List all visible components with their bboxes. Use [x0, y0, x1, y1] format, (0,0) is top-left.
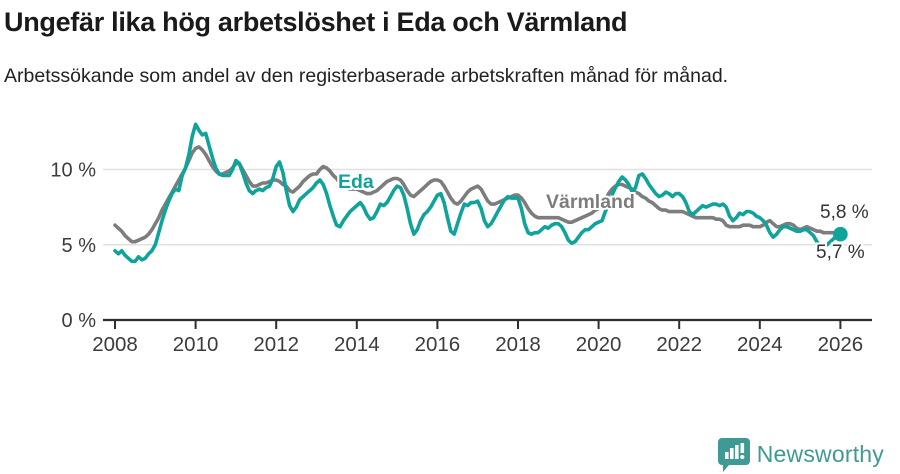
- eda-series-label: Eda: [338, 171, 374, 193]
- eda-line: [113, 122, 843, 263]
- page-title: Ungefär lika hög arbetslöshet i Eda och …: [4, 7, 628, 37]
- varmland-series-label: Värmland: [546, 191, 635, 213]
- varmland-line: [113, 144, 843, 244]
- logo-bubble-shape: [717, 438, 750, 472]
- x-tick-label: 2010: [173, 333, 219, 356]
- y-tick-label: 10 %: [50, 159, 96, 181]
- x-tick-label: 2024: [737, 333, 783, 356]
- x-tick-label: 2022: [656, 333, 702, 356]
- x-tick-label: 2016: [415, 333, 461, 356]
- eda-latest-dot: [833, 226, 848, 242]
- logo-bar-1: [724, 452, 729, 459]
- chart: 0 % 5 % 10 % 2008 2010 2012 2014 2016 2018 2020 20…: [0, 105, 900, 362]
- logo-exclamation-stem: [740, 443, 744, 453]
- newsworthy-logo-icon: [717, 438, 750, 472]
- x-tick-label: 2012: [253, 333, 299, 356]
- x-tick-label: 2026: [818, 333, 864, 356]
- logo-bar-3: [734, 445, 739, 459]
- brand-name: Newsworthy: [756, 441, 884, 467]
- x-tick-label: 2008: [92, 333, 138, 356]
- varmland-latest-value-label: 5,8 %: [820, 202, 869, 223]
- logo-bar-2: [729, 448, 734, 459]
- x-tick-label: 2018: [495, 333, 541, 356]
- chart-subtitle: Arbetssökande som andel av den registerb…: [4, 65, 729, 88]
- eda-latest-value-label: 5,7 %: [816, 242, 865, 263]
- logo-exclamation-dot: [739, 454, 745, 460]
- brand-footer: Newsworthy: [717, 437, 884, 472]
- x-tick-label: 2014: [334, 333, 380, 356]
- x-tick-label: 2020: [576, 333, 622, 356]
- line-chart-canvas: 0 % 5 % 10 % 2008 2010 2012 2014 2016 2018 2020 20…: [50, 122, 872, 356]
- y-tick-label: 5 %: [62, 234, 97, 256]
- y-tick-label: 0 %: [62, 310, 97, 332]
